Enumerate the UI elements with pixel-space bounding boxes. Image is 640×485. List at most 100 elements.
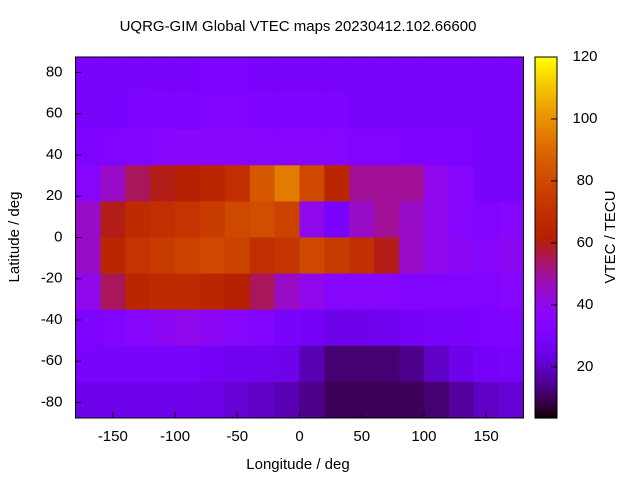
colorbar-segment [535, 136, 557, 141]
heat-cell [75, 129, 101, 166]
heat-cell [399, 165, 425, 202]
heat-cell [374, 381, 400, 419]
colorbar-segment [535, 132, 557, 138]
heat-cell [125, 93, 151, 130]
colorbar-segment [535, 334, 557, 340]
colorbar-segment [535, 208, 557, 213]
heat-cell [150, 309, 176, 347]
heat-cell [448, 237, 475, 275]
colorbar-segment [535, 392, 557, 397]
heat-cell [324, 201, 350, 238]
heat-cell [100, 57, 126, 94]
colorbar-segment [535, 316, 557, 322]
heat-cell [224, 273, 251, 311]
heat-cell [423, 273, 450, 311]
heat-cell [299, 345, 325, 383]
x-axis-label: Longitude / deg [246, 456, 349, 473]
heat-cell [199, 129, 226, 166]
heat-cell [249, 57, 276, 94]
colorbar-tick-label: 60 [577, 234, 594, 251]
heat-cell [100, 93, 126, 130]
heat-cell [448, 201, 475, 238]
heat-cell [125, 165, 151, 202]
colorbar-tick-label: 120 [572, 48, 597, 65]
x-tick-label: 100 [411, 428, 436, 445]
heat-cell [473, 345, 500, 383]
colorbar-segment [535, 320, 557, 325]
heat-cell [175, 381, 201, 419]
heat-cell [299, 273, 325, 311]
heat-cell [274, 273, 300, 311]
heat-cell [399, 345, 425, 383]
colorbar-segment [535, 107, 557, 112]
heat-cell [473, 93, 500, 130]
heat-cell [423, 57, 450, 94]
heat-cell [75, 201, 101, 238]
colorbar-segment [535, 212, 557, 217]
y-tick-label: -80 [41, 393, 63, 410]
heat-cell [324, 129, 350, 166]
heat-cell [274, 165, 300, 202]
colorbar-segment [535, 360, 557, 365]
heat-cell [249, 273, 276, 311]
heat-cell [448, 309, 475, 347]
heat-cell [448, 381, 475, 419]
colorbar-segment [535, 194, 557, 199]
heat-cell [448, 273, 475, 311]
heat-cell [175, 309, 201, 347]
heat-cell [274, 129, 300, 166]
heat-cell [299, 309, 325, 347]
heat-cell [374, 237, 400, 275]
colorbar-segment [535, 255, 557, 260]
heat-cell [299, 237, 325, 275]
heat-cell [150, 165, 176, 202]
colorbar-segment [535, 172, 557, 177]
heat-cell [224, 93, 251, 130]
heat-cell [349, 129, 375, 166]
heat-cell [498, 237, 524, 275]
heat-cell [299, 381, 325, 419]
heat-cell [175, 165, 201, 202]
y-tick-label: 80 [46, 63, 63, 80]
colorbar-segment [535, 291, 557, 296]
heat-cell [100, 201, 126, 238]
heat-cell [274, 309, 300, 347]
colorbar-segment [535, 277, 557, 282]
heat-cell [299, 201, 325, 238]
colorbar-segment [535, 168, 557, 174]
colorbar-segment [535, 75, 557, 80]
heat-cell [199, 165, 226, 202]
colorbar-segment [535, 331, 557, 336]
heat-cell [423, 93, 450, 130]
colorbar-segment [535, 165, 557, 170]
heat-cell [125, 381, 151, 419]
heat-cell [199, 381, 226, 419]
colorbar-segment [535, 93, 557, 98]
heat-cell [175, 93, 201, 130]
colorbar-segment [535, 111, 557, 116]
colorbar-segment [535, 230, 557, 235]
heat-cell [75, 381, 101, 419]
heat-cell [473, 165, 500, 202]
colorbar-segment [535, 57, 557, 62]
colorbar-segment [535, 100, 557, 105]
heat-cell [448, 129, 475, 166]
heat-cell [374, 201, 400, 238]
heat-cell [100, 273, 126, 311]
colorbar-segment [535, 266, 557, 271]
colorbar-segment [535, 96, 557, 101]
colorbar-tick-label: 20 [577, 358, 594, 375]
heat-cell [175, 237, 201, 275]
heat-cell [249, 237, 276, 275]
x-tick-label: -100 [160, 428, 190, 445]
colorbar-segment [535, 118, 557, 123]
y-tick-label: -60 [41, 352, 63, 369]
x-tick-label: 0 [295, 428, 303, 445]
heat-cell [399, 57, 425, 94]
colorbar-segment [535, 356, 557, 361]
heat-cell [150, 201, 176, 238]
colorbar-segment [535, 244, 557, 249]
colorbar-segment [535, 140, 557, 145]
colorbar-frame [534, 56, 558, 419]
y-tick-label: 60 [46, 105, 63, 122]
